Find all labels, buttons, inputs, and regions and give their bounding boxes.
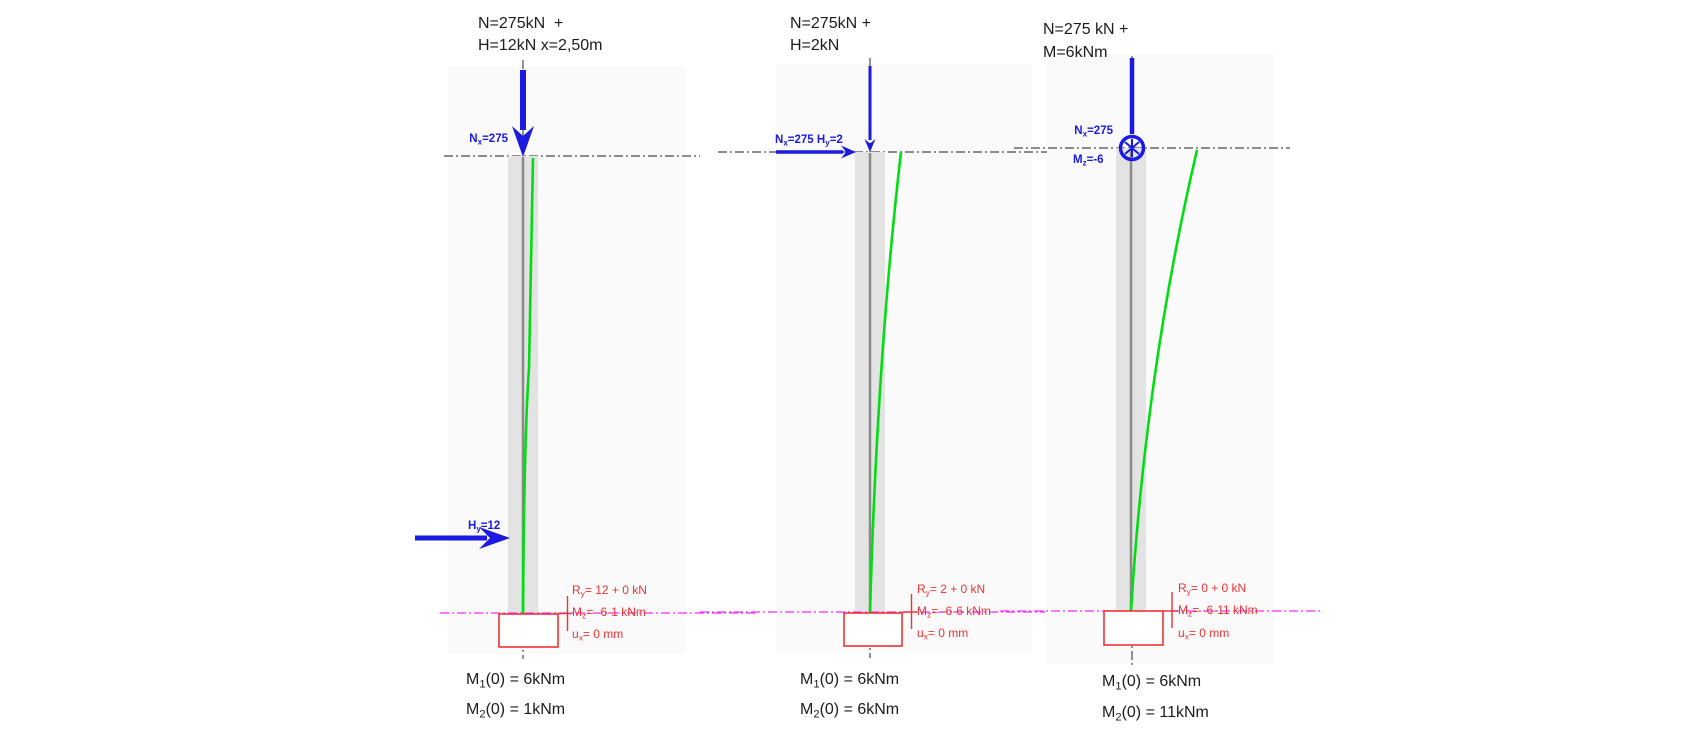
panel-3-diagram <box>1000 54 1320 668</box>
panel-2-title-line2: H=2kN <box>790 37 840 54</box>
axial-load-label: Nx=275 <box>1074 125 1113 139</box>
displacement-ux-label: ux= 0 mm <box>917 626 969 642</box>
displacement-ux-label: ux= 0 mm <box>1178 626 1230 642</box>
panel-1-deflection-curve <box>521 157 535 615</box>
panel-2-diagram <box>700 58 1058 658</box>
panel-2-title-line1: N=275kN + <box>790 15 871 32</box>
first-order-moment-result: M1(0) = 6kNm <box>800 671 900 691</box>
panel-1-canvas <box>448 66 686 654</box>
reaction-mz-label: Mz= -6-11 kNm <box>1178 603 1258 619</box>
applied-moment-label: Mz=-6 <box>1073 154 1104 168</box>
panel-2-canvas <box>776 64 1032 653</box>
panel-2-support-block <box>843 612 903 647</box>
first-order-moment-result: M1(0) = 6kNm <box>1102 673 1202 693</box>
second-order-moment-result: M2(0) = 6kNm <box>800 701 900 721</box>
combined-load-label: Nx=275 Hy=2 <box>775 134 843 148</box>
panel-3-title-line1: N=275 kN + <box>1043 21 1129 38</box>
panel-3-canvas <box>1047 54 1274 664</box>
applied-moment-icon <box>1118 134 1146 162</box>
panel-3-support-block <box>1103 610 1164 646</box>
reaction-ry-label: Ry= 0 + 0 kN <box>1178 581 1247 597</box>
panel-1-support-block <box>498 613 559 648</box>
reaction-mz-label: Mz= -6-6 kNm <box>917 604 991 620</box>
axial-force-arrowhead <box>864 139 876 152</box>
panel-3-title-line2: M=6kNm <box>1043 44 1108 61</box>
reaction-ry-label: Ry= 12 + 0 kN <box>572 583 647 599</box>
panel-1-title-line1: N=275kN + <box>478 15 564 32</box>
displacement-ux-label: ux= 0 mm <box>572 627 624 643</box>
reaction-mz-label: Mz= -6-1 kNm <box>572 605 646 621</box>
lateral-force-arrowhead <box>479 527 510 549</box>
panel-2-deflection-curve <box>868 151 903 614</box>
second-order-moment-result: M2(0) = 1kNm <box>466 701 566 721</box>
lateral-load-label: Hy=12 <box>468 520 501 534</box>
panel-3-deflection-curve <box>1129 149 1199 612</box>
axial-load-label: Nx=275 <box>469 133 508 147</box>
second-order-moment-result: M2(0) = 11kNm <box>1102 704 1209 724</box>
axial-force-arrowhead <box>512 126 534 157</box>
reaction-ry-label: Ry= 2 + 0 kN <box>917 582 986 598</box>
panel-1-diagram <box>415 60 756 659</box>
first-order-moment-result: M1(0) = 6kNm <box>466 671 566 691</box>
panel-1-title-line2: H=12kN x=2,50m <box>478 37 603 54</box>
lateral-force-arrowhead <box>841 145 856 159</box>
